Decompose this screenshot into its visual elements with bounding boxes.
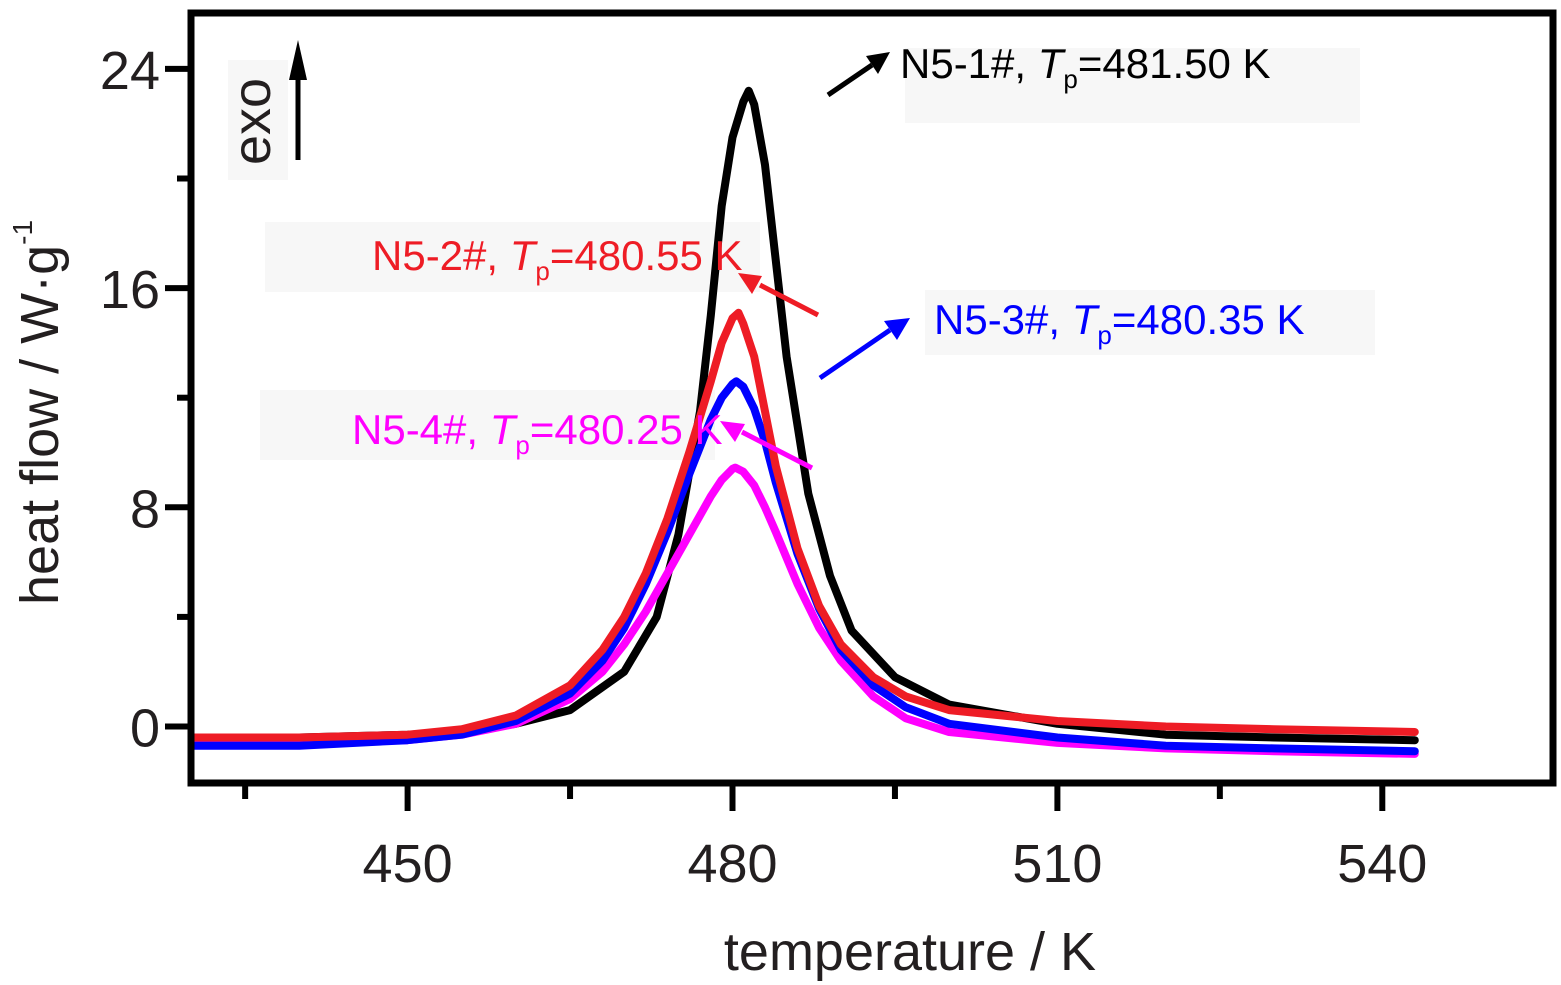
annotation-n5-1-name: N5-1# bbox=[900, 40, 1015, 87]
annotation-n5-3: N5-3#, Tp=480.35 K bbox=[818, 296, 1305, 381]
exo-label: exo bbox=[222, 78, 282, 165]
y-tick-label: 0 bbox=[130, 699, 160, 759]
annotation-n5-2-arrow-icon bbox=[738, 273, 762, 294]
exo-arrow-icon bbox=[289, 40, 307, 80]
y-tick-label: 24 bbox=[100, 41, 160, 101]
series-line-n5-1 bbox=[190, 86, 1419, 745]
y-tick-label: 8 bbox=[130, 479, 160, 539]
x-tick-label: 540 bbox=[1337, 834, 1427, 894]
y-axis-label-text: heat flow / W·g bbox=[10, 245, 70, 605]
annotation-n5-3-arrow-icon bbox=[884, 318, 910, 340]
series-line-n5-3 bbox=[190, 377, 1419, 756]
annotation-n5-1-value: =481.50 K bbox=[1078, 40, 1271, 87]
annotation-n5-3-name: N5-3# bbox=[934, 296, 1049, 343]
series-layer bbox=[190, 86, 1419, 758]
annotation-n5-1-arrow-icon bbox=[866, 52, 890, 74]
series-line-n5-4 bbox=[190, 463, 1419, 758]
annotation-n5-2: N5-2#, Tp=480.55 K bbox=[372, 232, 820, 318]
annotation-backgrounds bbox=[228, 48, 1375, 460]
annotation-n5-2-name: N5-2# bbox=[372, 232, 487, 279]
annotation-n5-4-value: =480.25 K bbox=[530, 406, 723, 453]
annotation-n5-1-text: N5-1#, Tp=481.50 K bbox=[900, 40, 1271, 94]
x-tick-label: 510 bbox=[1012, 834, 1102, 894]
annotation-n5-3-value: =480.35 K bbox=[1112, 296, 1305, 343]
annotation-n5-3-arrow-shaft bbox=[818, 327, 892, 381]
plot-frame bbox=[187, 9, 1557, 787]
y-axis-label: heat flow / W·g-1 bbox=[7, 220, 70, 605]
peak-annotations: N5-1#, Tp=481.50 K N5-2#, Tp=480.55 K N5… bbox=[352, 40, 1305, 471]
annotation-n5-1-arrow-shaft bbox=[826, 62, 874, 98]
x-axis-label: temperature / K bbox=[724, 922, 1096, 982]
annotation-n5-4-text: N5-4#, Tp=480.25 K bbox=[352, 406, 723, 460]
annotation-n5-2-value: =480.55 K bbox=[550, 232, 743, 279]
annotation-n5-4-arrow-shaft bbox=[740, 429, 814, 471]
y-axis-title: heat flow / W·g-1 bbox=[7, 220, 70, 605]
x-tick-label: 480 bbox=[687, 834, 777, 894]
annotation-n5-4-arrow-icon bbox=[720, 421, 745, 442]
tick-labels: 450 480 510 540 0 8 16 24 bbox=[100, 41, 1427, 894]
exo-indicator: exo bbox=[222, 40, 307, 165]
annotation-n5-3-text: N5-3#, Tp=480.35 K bbox=[934, 296, 1305, 350]
y-axis-label-superscript: -1 bbox=[7, 220, 38, 245]
annotation-n5-2-arrow-shaft bbox=[758, 282, 820, 318]
y-tick-label: 16 bbox=[100, 260, 160, 320]
series-line-n5-2 bbox=[190, 308, 1419, 742]
annotation-n5-4: N5-4#, Tp=480.25 K bbox=[352, 406, 814, 471]
x-tick-label: 450 bbox=[363, 834, 453, 894]
annotation-n5-4-name: N5-4# bbox=[352, 406, 467, 453]
annotation-n5-1: N5-1#, Tp=481.50 K bbox=[826, 40, 1271, 98]
annotation-n5-2-text: N5-2#, Tp=480.55 K bbox=[372, 232, 743, 286]
